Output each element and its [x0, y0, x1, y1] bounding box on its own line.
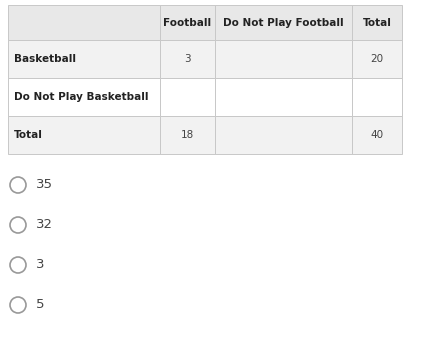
- Text: Do Not Play Basketball: Do Not Play Basketball: [14, 92, 148, 102]
- Text: Total: Total: [362, 17, 391, 27]
- Circle shape: [10, 297, 26, 313]
- Circle shape: [10, 177, 26, 193]
- Circle shape: [10, 217, 26, 233]
- Text: Total: Total: [14, 130, 43, 140]
- Bar: [351, 78, 401, 116]
- Bar: [8, 116, 159, 154]
- Bar: [8, 40, 159, 78]
- Text: 40: 40: [370, 130, 383, 140]
- Bar: [159, 40, 215, 78]
- Bar: [215, 116, 351, 154]
- Text: Football: Football: [163, 17, 211, 27]
- Text: 5: 5: [36, 298, 44, 311]
- Bar: [215, 78, 351, 116]
- Bar: [351, 116, 401, 154]
- Text: 3: 3: [184, 54, 190, 64]
- Bar: [215, 5, 351, 40]
- Bar: [215, 40, 351, 78]
- Bar: [8, 5, 159, 40]
- Bar: [159, 78, 215, 116]
- Text: 20: 20: [370, 54, 383, 64]
- Text: 18: 18: [180, 130, 193, 140]
- Bar: [351, 40, 401, 78]
- Text: 32: 32: [36, 218, 53, 232]
- Text: 3: 3: [36, 259, 44, 272]
- Text: Basketball: Basketball: [14, 54, 76, 64]
- Text: 35: 35: [36, 178, 53, 191]
- Bar: [159, 116, 215, 154]
- Bar: [159, 5, 215, 40]
- Bar: [8, 78, 159, 116]
- Circle shape: [10, 257, 26, 273]
- Text: Do Not Play Football: Do Not Play Football: [223, 17, 343, 27]
- Bar: [351, 5, 401, 40]
